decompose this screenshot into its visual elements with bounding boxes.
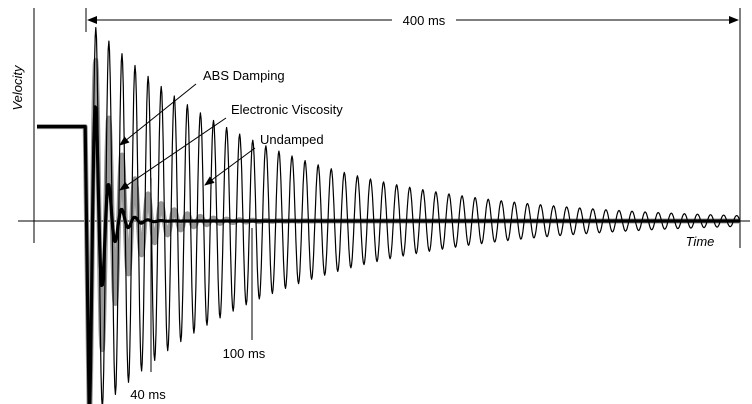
x-axis-label: Time	[686, 234, 715, 249]
annotation-abs-damping: ABS Damping	[203, 68, 285, 83]
annotation-undamped-arrow	[204, 147, 256, 186]
annotation-electronic-viscosity-arrow	[119, 117, 227, 191]
series-undamped	[37, 27, 741, 404]
series-layer	[37, 27, 742, 404]
y-axis-label: Velocity	[10, 64, 25, 111]
annotation-electronic-viscosity: Electronic Viscosity	[231, 102, 343, 117]
dimension-label: 400 ms	[403, 13, 446, 28]
marker-40ms-label: 40 ms	[130, 387, 166, 402]
marker-100ms-label: 100 ms	[223, 346, 266, 361]
annotation-undamped: Undamped	[260, 132, 324, 147]
annotation-abs-damping-arrow	[119, 83, 197, 146]
series-electronic-viscosity	[37, 105, 741, 404]
